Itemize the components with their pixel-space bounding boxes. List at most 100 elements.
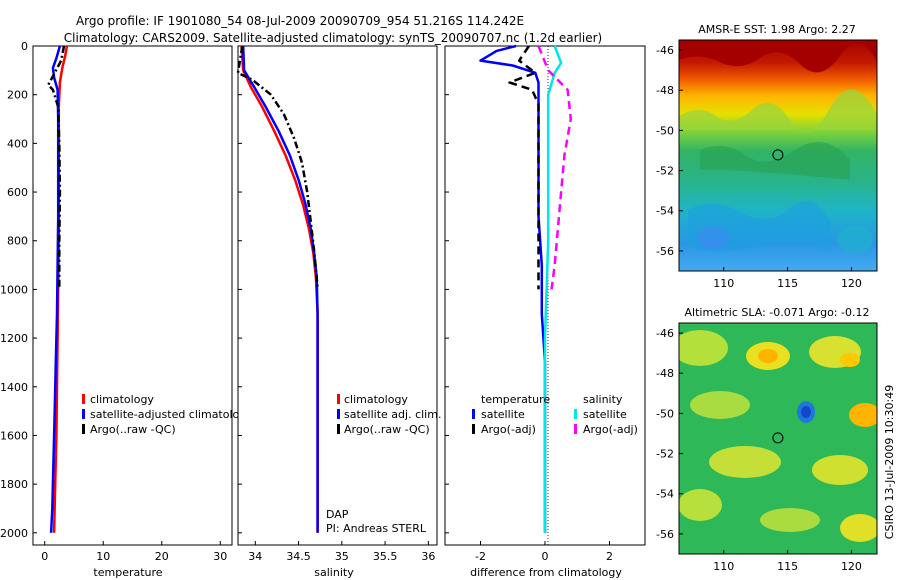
y-tick-label-temperature: 1200 [0, 332, 28, 345]
y-tick-label-temperature: 1800 [0, 478, 28, 491]
x-tick-label-salinity: 34.5 [286, 550, 311, 563]
legend-swatch-climatology [82, 394, 85, 404]
sst-map-frame [678, 39, 878, 272]
map-x-tick-label-sst-map: 110 [713, 277, 734, 290]
legend-label-satellite: satellite adj. clim. [344, 408, 441, 421]
legend-label-argo: Argo(..raw -QC) [90, 423, 176, 436]
map-x-tick-label-sst-map: 115 [777, 277, 798, 290]
sst-warm-band [679, 40, 877, 73]
map-y-tick-label-sst-map: -56 [656, 245, 674, 258]
series-line-salinity-argo-raw-qc [236, 45, 319, 290]
map-y-tick-label-sla-map: -50 [656, 407, 674, 420]
legend-label-temp-argo: Argo(-adj) [481, 423, 536, 436]
legend-label-argo: Argo(..raw -QC) [344, 423, 430, 436]
y-tick-label-temperature: 800 [7, 235, 28, 248]
temperature-xlabel: temperature [93, 566, 162, 579]
legend-title-salinity: salinity [583, 393, 623, 406]
map-y-tick-label-sla-map: -46 [656, 327, 674, 340]
temperature-axes [32, 45, 233, 546]
legend-swatch-climatology [337, 394, 340, 404]
figure-title-line2: Climatology: CARS2009. Satellite-adjuste… [64, 31, 602, 45]
sla-map-frame [678, 322, 878, 555]
sst-argo-marker [772, 149, 784, 161]
x-tick-label-salinity: 35 [335, 550, 349, 563]
series-line-salinity-satellite-adj-clim [241, 45, 319, 533]
sla-patch-1 [679, 330, 728, 366]
sla-patch-5 [840, 353, 860, 367]
map-y-tick-label-sst-map: -50 [656, 124, 674, 137]
difference-legend: temperature satellite Argo(-adj) salinit… [472, 393, 638, 436]
x-tick-label-temperature: 30 [213, 550, 227, 563]
x-tick-label-temperature: 20 [155, 550, 169, 563]
sla-map-title: Altimetric SLA: -0.071 Argo: -0.12 [685, 306, 870, 319]
sla-patch-7 [849, 403, 877, 427]
series-line-temperature-satellite-adjusted-climatology [49, 45, 62, 533]
sla-patch-9 [801, 406, 811, 418]
y-tick-label-temperature: 0 [21, 40, 28, 53]
temperature-legend: climatology satellite-adjusted climatolo… [82, 393, 253, 436]
map-y-tick-label-sst-map: -48 [656, 84, 674, 97]
sla-patch-6 [690, 391, 750, 419]
series-line-difference-salinity-argo-adj [537, 45, 573, 290]
x-tick-label-salinity: 34 [248, 550, 262, 563]
salinity-axes [237, 45, 438, 546]
salinity-panel: 34 34.5 35 35.5 36 salinity climatology sate… [236, 45, 441, 579]
legend-swatch-sal-satellite [574, 409, 577, 419]
pi-label: PI: Andreas STERL [326, 522, 427, 535]
csiro-timestamp: CSIRO 13-Jul-2009 10:30:49 [883, 385, 896, 539]
x-tick-label-difference: 2 [606, 550, 613, 563]
y-tick-label-temperature: 600 [7, 186, 28, 199]
sla-patch-13 [760, 508, 820, 532]
x-tick-label-difference: -2 [475, 550, 486, 563]
sla-patch-11 [812, 455, 868, 485]
map-x-tick-label-sla-map: 120 [841, 560, 862, 573]
legend-swatch-sal-argo [574, 424, 577, 434]
legend-swatch-temp-satellite [472, 409, 475, 419]
sst-patch-4 [837, 226, 873, 254]
map-y-tick-label-sst-map: -52 [656, 165, 674, 178]
series-line-temperature-argo-raw-qc [46, 45, 66, 290]
x-tick-label-salinity: 36 [421, 550, 435, 563]
legend-label-climatology: climatology [344, 393, 408, 406]
difference-panel: -2 0 2 difference from climatology tempera… [444, 44, 646, 579]
x-tick-label-salinity: 35.5 [373, 550, 398, 563]
map-y-tick-label-sla-map: -56 [656, 528, 674, 541]
sst-map-title: AMSR-E SST: 1.98 Argo: 2.27 [698, 23, 856, 36]
sla-map-panel: Altimetric SLA: -0.071 Argo: -0.12 110 11… [656, 306, 878, 573]
map-y-tick-label-sst-map: -54 [656, 205, 674, 218]
sst-patch-3 [697, 226, 729, 250]
y-tick-label-temperature: 1400 [0, 381, 28, 394]
map-x-tick-label-sst-map: 120 [841, 277, 862, 290]
y-tick-label-temperature: 1000 [0, 283, 28, 296]
sst-front-band [679, 89, 877, 132]
y-tick-label-temperature: 400 [7, 137, 28, 150]
sla-patch-14 [840, 514, 877, 542]
x-tick-label-difference: 0 [542, 550, 549, 563]
legend-label-sal-satellite: satellite [583, 408, 627, 421]
figure-title-line1: Argo profile: IF 1901080_54 08-Jul-2009 … [76, 14, 524, 28]
map-y-tick-label-sla-map: -52 [656, 448, 674, 461]
salinity-xlabel: salinity [314, 566, 354, 579]
sla-argo-marker [772, 432, 784, 444]
temperature-panel: 0 10 20 30 0 200 400 600 800 1000 1200 1400 1600 1800… [0, 40, 253, 579]
sla-patch-12 [679, 489, 722, 521]
legend-swatch-satellite [82, 409, 85, 419]
legend-swatch-argo [337, 424, 340, 434]
sst-map-panel: AMSR-E SST: 1.98 Argo: 2.27 110 115 120 -46… [656, 23, 878, 290]
x-tick-label-temperature: 10 [96, 550, 110, 563]
x-tick-label-temperature: 0 [41, 550, 48, 563]
legend-swatch-satellite [337, 409, 340, 419]
salinity-legend: climatology satellite adj. clim. Argo(..… [337, 393, 441, 436]
map-y-tick-label-sla-map: -48 [656, 367, 674, 380]
dap-label: DAP [326, 508, 349, 521]
map-x-tick-label-sla-map: 115 [777, 560, 798, 573]
legend-swatch-temp-argo [472, 424, 475, 434]
y-tick-label-temperature: 200 [7, 89, 28, 102]
y-tick-label-temperature: 2000 [0, 527, 28, 540]
y-tick-label-temperature: 1600 [0, 429, 28, 442]
sla-patch-10 [709, 446, 781, 478]
map-y-tick-label-sst-map: -46 [656, 44, 674, 57]
legend-swatch-argo [82, 424, 85, 434]
legend-label-satellite: satellite-adjusted climatology [90, 408, 253, 421]
